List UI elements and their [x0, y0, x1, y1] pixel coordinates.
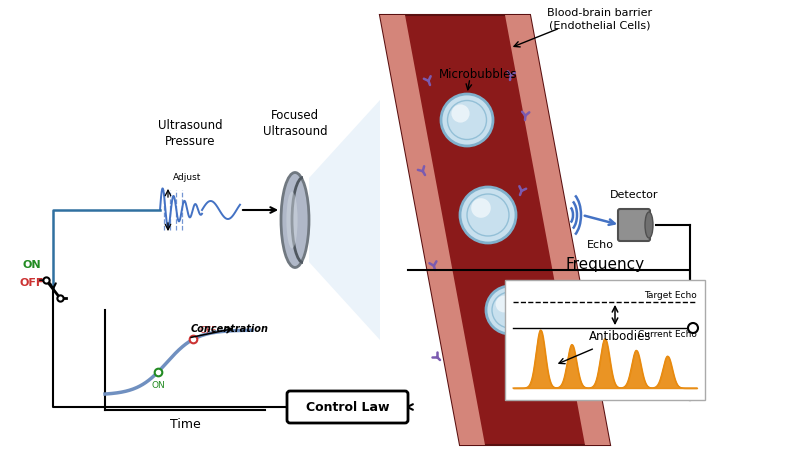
Text: Current Echo: Current Echo [638, 330, 697, 339]
Circle shape [441, 94, 493, 146]
Text: Concentration: Concentration [190, 324, 268, 334]
Circle shape [688, 323, 698, 333]
Text: Frequency: Frequency [566, 257, 645, 272]
Ellipse shape [281, 172, 309, 267]
Polygon shape [309, 100, 380, 340]
Polygon shape [380, 15, 485, 445]
Text: Echo: Echo [586, 240, 614, 250]
Text: OFF: OFF [20, 278, 44, 288]
FancyBboxPatch shape [505, 280, 705, 400]
Text: Time: Time [170, 418, 200, 431]
Text: Detector: Detector [610, 190, 658, 200]
Polygon shape [505, 15, 610, 445]
Text: Target Echo: Target Echo [644, 291, 697, 300]
Circle shape [496, 296, 512, 313]
Circle shape [460, 187, 516, 243]
Text: OFF: OFF [199, 326, 217, 335]
Polygon shape [380, 15, 610, 445]
Text: Focused
Ultrasound: Focused Ultrasound [262, 109, 327, 138]
Text: Control Law: Control Law [306, 401, 390, 414]
Circle shape [471, 198, 491, 218]
Circle shape [451, 104, 470, 123]
Text: Microbubbles: Microbubbles [438, 68, 518, 81]
Text: Antibodies: Antibodies [589, 330, 651, 343]
FancyBboxPatch shape [287, 391, 408, 423]
FancyBboxPatch shape [618, 209, 650, 241]
Ellipse shape [645, 212, 653, 238]
Text: Blood-brain barrier
(Endothelial Cells): Blood-brain barrier (Endothelial Cells) [547, 8, 653, 30]
Text: Adjust: Adjust [173, 173, 202, 182]
Text: Ultrasound
Pressure: Ultrasound Pressure [158, 119, 222, 148]
Text: ON: ON [151, 381, 165, 390]
Text: ON: ON [22, 260, 42, 270]
Ellipse shape [286, 191, 298, 248]
Circle shape [486, 286, 534, 334]
